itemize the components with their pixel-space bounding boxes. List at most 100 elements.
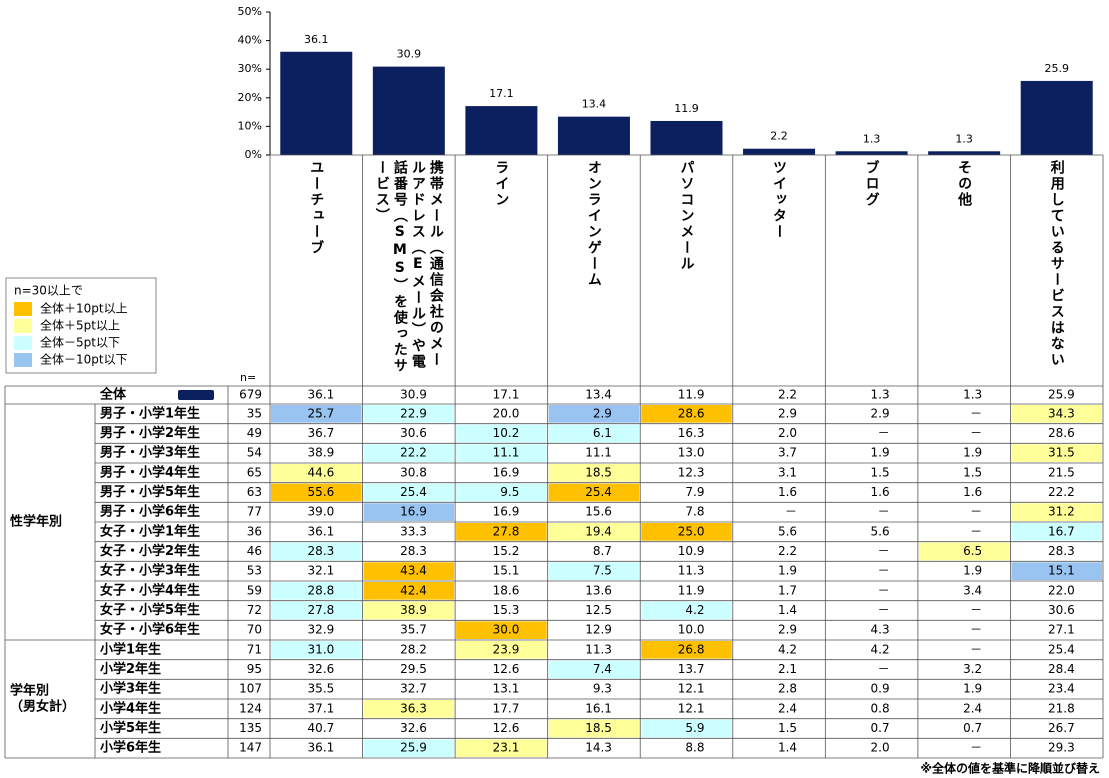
cell-value: 21.5 (1048, 465, 1075, 479)
cell-highlight (641, 523, 732, 541)
cell-highlight (363, 582, 455, 600)
legend-swatch (14, 302, 32, 316)
cell-value: 2.8 (778, 682, 797, 696)
value-label: 2.2 (770, 130, 788, 143)
cell-value: 28.6 (678, 406, 705, 420)
cell-value: 29.5 (400, 662, 427, 676)
row-label: 小学4年生 (100, 700, 161, 716)
value-label: 13.4 (582, 98, 607, 111)
cell-value: 29.3 (1048, 741, 1075, 755)
cell-value: 5.6 (871, 524, 890, 538)
column-header-text: ブログ (863, 160, 880, 208)
cell-value: 16.3 (678, 426, 705, 440)
row-label: 男子・小学2年生 (100, 425, 200, 441)
legend-swatch (14, 353, 32, 367)
cell-value: 3.1 (778, 465, 797, 479)
cell-value: 44.6 (308, 465, 335, 479)
cell-value: 1.6 (778, 485, 797, 499)
cell-value: 28.3 (400, 544, 427, 558)
cell-value: 2.2 (778, 388, 797, 402)
cell-value: 36.1 (308, 741, 335, 755)
cell-value: 43.4 (400, 564, 427, 578)
row-label: 男子・小学4年生 (100, 464, 200, 480)
cell-value: 4.2 (685, 603, 704, 617)
cell-highlight (456, 621, 547, 639)
cell-value: 3.4 (963, 583, 982, 597)
cell-value: 18.5 (585, 465, 612, 479)
cell-highlight (548, 464, 640, 482)
cell-value: 2.9 (871, 406, 890, 420)
cell-value: 20.0 (493, 406, 520, 420)
cell-value: 23.4 (1048, 682, 1075, 696)
row-label: 小学1年生 (100, 641, 161, 657)
row-label: 女子・小学4年生 (100, 582, 200, 598)
cell-value: 4.3 (871, 623, 890, 637)
cell-value: 15.1 (493, 564, 520, 578)
cell-value: 32.6 (400, 721, 427, 735)
cell-value: 16.1 (585, 701, 612, 715)
row-label: 男子・小学5年生 (100, 484, 200, 500)
cell-value: 35.7 (400, 623, 427, 637)
row-label: 小学5年生 (100, 720, 161, 736)
cell-value: 31.0 (308, 642, 335, 656)
cell-value: 19.4 (585, 524, 612, 538)
bar (928, 151, 1001, 155)
cell-value: 34.3 (1048, 406, 1075, 420)
cell-highlight (271, 483, 362, 502)
cell-value: － (970, 505, 982, 519)
cell-value: 36.7 (308, 426, 335, 440)
cell-value: 12.1 (678, 701, 705, 715)
group-label: （男女計） (10, 699, 75, 715)
n-value: 46 (247, 544, 262, 558)
cell-value: 8.7 (593, 544, 612, 558)
total-swatch (178, 390, 214, 400)
cell-value: － (970, 603, 982, 617)
cell-value: 25.9 (1048, 388, 1075, 402)
column-header: ライン (455, 160, 548, 382)
cell-value: 30.8 (400, 465, 427, 479)
cell-value: 2.2 (778, 544, 797, 558)
n-value: 71 (247, 642, 262, 656)
cell-value: 27.1 (1048, 623, 1075, 637)
cell-value: 1.4 (778, 741, 797, 755)
column-header-text: 携帯メール（通信会社のメールアドレス（Eメール）や電話番号（SMS）を使ったサー… (373, 160, 444, 374)
cell-highlight (641, 601, 732, 620)
cell-value: 22.2 (1048, 485, 1075, 499)
cell-highlight (456, 641, 547, 659)
cell-value: 28.3 (308, 544, 335, 558)
cell-value: 16.9 (493, 505, 520, 519)
cell-value: 25.4 (585, 485, 612, 499)
cell-value: 30.6 (1048, 603, 1075, 617)
bar (835, 151, 908, 155)
cell-value: － (878, 662, 890, 676)
column-header-text: 利用しているサービスはない (1048, 160, 1065, 368)
row-label: 全体 (99, 387, 127, 403)
cell-value: 11.3 (585, 642, 612, 656)
y-tick-label: 40% (238, 34, 262, 47)
group-label: 性学年別 (10, 514, 62, 530)
cell-value: 30.0 (493, 623, 520, 637)
cell-value: 23.9 (493, 642, 520, 656)
cell-value: 1.6 (871, 485, 890, 499)
cell-value: 0.8 (871, 701, 890, 715)
cell-highlight (548, 562, 640, 580)
cell-value: 5.6 (778, 524, 797, 538)
cell-value: 15.3 (493, 603, 520, 617)
cell-value: 28.8 (308, 583, 335, 597)
cell-value: 25.7 (308, 406, 335, 420)
cell-value: 1.5 (778, 721, 797, 735)
cell-value: － (878, 564, 890, 578)
cell-value: 38.9 (308, 446, 335, 460)
cell-value: － (970, 623, 982, 637)
cell-value: 2.0 (778, 426, 797, 440)
column-header: ツイッター (733, 160, 826, 382)
cell-value: － (878, 544, 890, 558)
cell-value: 0.7 (871, 721, 890, 735)
cell-value: 12.6 (493, 721, 520, 735)
cell-highlight (271, 542, 362, 561)
cell-highlight (548, 523, 640, 541)
cell-value: 31.5 (1048, 446, 1075, 460)
cell-value: 30.6 (400, 426, 427, 440)
